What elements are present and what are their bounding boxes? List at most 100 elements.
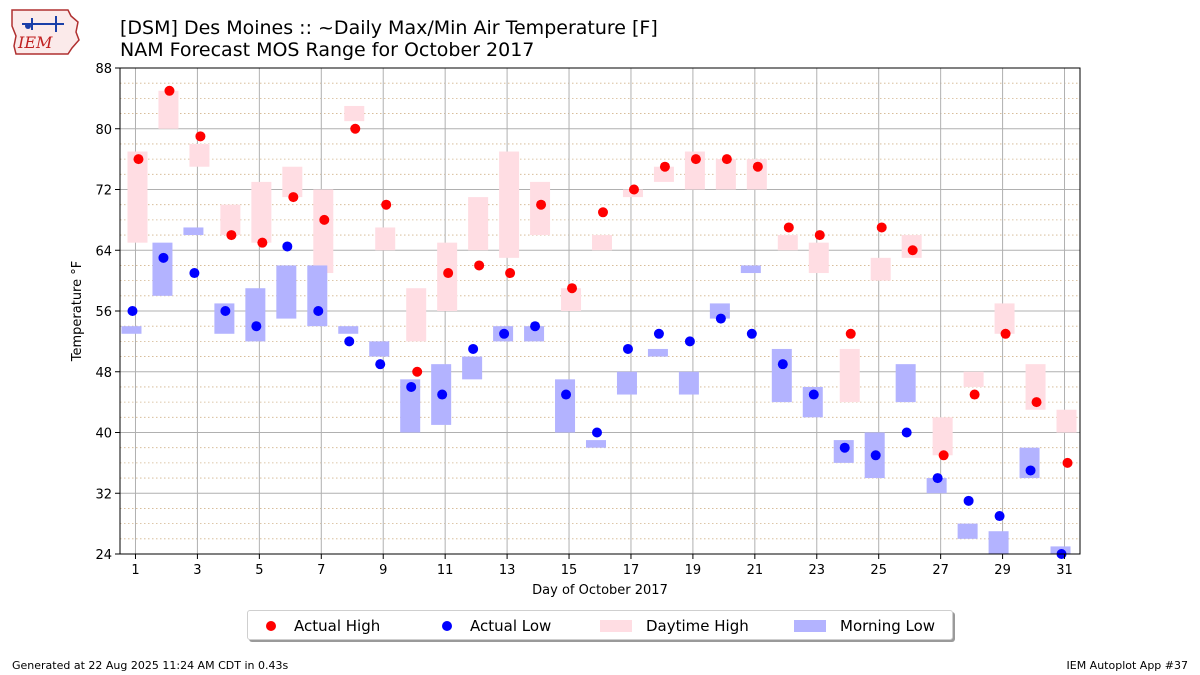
x-tick-label: 21 <box>747 563 764 578</box>
morning-low-bar <box>245 288 266 342</box>
actual-low-point <box>839 442 850 453</box>
morning-low-bar <box>276 265 297 319</box>
morning-low-bar <box>895 364 916 403</box>
x-tick-label: 19 <box>685 563 702 578</box>
chart-title: [DSM] Des Moines :: ~Daily Max/Min Air T… <box>120 17 658 39</box>
actual-low-point <box>622 343 633 354</box>
morning-low-bar <box>616 371 637 395</box>
actual-low-points <box>127 241 1067 559</box>
legend-actual-high: Actual High <box>266 611 380 641</box>
x-tick-label: 23 <box>809 563 826 578</box>
morning-low-bars <box>121 227 1071 554</box>
x-tick-label: 1 <box>131 563 139 578</box>
y-tick-label: 56 <box>95 305 112 320</box>
daytime-high-bar <box>1056 409 1077 433</box>
morning-low-bar <box>988 531 1009 554</box>
morning-low-bar <box>121 326 142 334</box>
daytime-high-bar <box>251 181 272 243</box>
morning-low-bar <box>152 242 173 296</box>
daytime-high-bar <box>282 166 303 198</box>
x-tick-label: 13 <box>499 563 516 578</box>
actual-high-point <box>1031 397 1042 408</box>
daytime-high-bar <box>127 151 148 243</box>
actual-high-points <box>133 85 1073 468</box>
daytime-high-bar <box>808 242 829 274</box>
x-axis-ticks: 1 3 5 7 9 11 13 15 17 19 21 23 25 27 29 31 <box>131 554 1073 578</box>
actual-high-point <box>505 268 516 279</box>
actual-high-point <box>350 123 361 134</box>
daytime-high-bar <box>220 204 241 236</box>
morning-low-bar <box>586 440 606 448</box>
daytime-high-bar <box>344 105 365 122</box>
actual-high-point <box>845 328 856 339</box>
iem-logo: IEM <box>8 6 82 60</box>
legend-actual-low-label: Actual Low <box>470 617 552 635</box>
actual-low-point <box>870 450 881 461</box>
actual-high-point <box>567 283 578 294</box>
x-tick-label: 5 <box>255 563 263 578</box>
actual-high-point <box>1000 328 1011 339</box>
x-tick-label: 27 <box>932 563 949 578</box>
daytime-high-bar <box>963 371 984 387</box>
logo-text: IEM <box>17 33 53 52</box>
morning-low-bar <box>555 379 576 433</box>
x-tick-label: 15 <box>561 563 578 578</box>
y-tick-label: 64 <box>95 244 112 259</box>
legend-morning-low-label: Morning Low <box>840 617 936 635</box>
legend-morning-low: Morning Low <box>794 611 935 641</box>
actual-low-point <box>375 359 386 370</box>
daytime-high-bars <box>127 90 1077 456</box>
actual-low-point <box>251 321 262 332</box>
actual-high-point <box>783 222 794 233</box>
x-axis-label: Day of October 2017 <box>532 583 668 598</box>
actual-low-point <box>808 389 819 400</box>
actual-high-point <box>598 207 608 218</box>
daytime-high-bar <box>870 257 891 281</box>
y-tick-label: 32 <box>95 487 112 502</box>
actual-high-point <box>628 184 639 195</box>
morning-low-bar <box>647 348 668 357</box>
actual-low-point <box>777 359 788 370</box>
actual-low-point <box>127 306 138 316</box>
daytime-high-bar <box>715 159 736 190</box>
morning-low-bar <box>709 303 730 319</box>
actual-high-point <box>195 131 206 142</box>
morning-low-bar <box>740 265 761 274</box>
actual-low-point <box>530 321 541 332</box>
legend-daytime-high-label: Daytime High <box>646 617 749 635</box>
actual-high-point <box>907 245 918 256</box>
actual-low-point <box>313 306 324 316</box>
actual-high-point <box>319 214 330 225</box>
y-tick-label: 48 <box>95 366 112 381</box>
legend-morning-low-swatch <box>794 620 826 632</box>
actual-high-point <box>474 260 485 271</box>
morning-low-bar <box>957 523 978 539</box>
daytime-high-bar <box>592 235 612 251</box>
actual-high-point <box>969 389 980 400</box>
y-tick-label: 88 <box>95 62 112 77</box>
actual-low-point <box>963 495 974 506</box>
daytime-high-bar <box>653 166 674 182</box>
actual-low-point <box>715 313 726 324</box>
actual-low-point <box>406 381 417 392</box>
morning-low-bar <box>369 341 390 357</box>
daytime-high-bar <box>406 288 427 342</box>
y-tick-label: 24 <box>95 548 112 563</box>
y-axis-ticks: 24 32 40 48 56 64 72 80 88 <box>95 62 120 563</box>
actual-low-point <box>1025 465 1036 476</box>
chart-legend: Actual High Actual Low Daytime High Morn… <box>247 610 953 640</box>
actual-low-point <box>932 473 943 484</box>
x-tick-label: 29 <box>994 563 1011 578</box>
morning-low-bar <box>183 227 204 236</box>
actual-low-point <box>468 343 479 354</box>
morning-low-bar <box>524 326 545 342</box>
actual-high-point <box>412 366 423 377</box>
y-tick-label: 40 <box>95 427 112 442</box>
morning-low-bar <box>462 356 483 380</box>
daytime-high-bar <box>313 189 334 274</box>
footer-app: IEM Autoplot App #37 <box>1066 659 1189 672</box>
actual-low-point <box>437 389 448 400</box>
actual-low-point <box>344 336 355 347</box>
actual-high-point <box>814 230 825 241</box>
actual-high-point <box>288 192 299 203</box>
